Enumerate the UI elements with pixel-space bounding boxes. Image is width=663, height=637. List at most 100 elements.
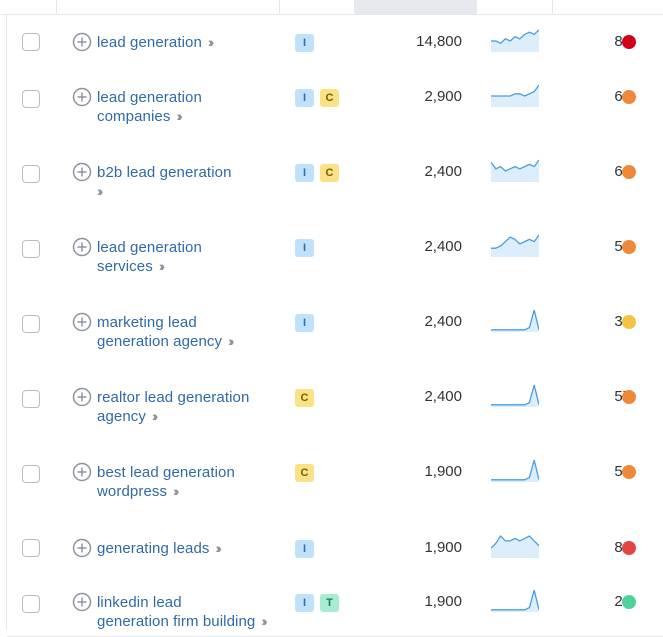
keyword-text-line: lead generation xyxy=(97,34,202,51)
add-to-list-icon[interactable] xyxy=(72,538,92,558)
trend-line xyxy=(491,459,539,481)
intent-badge: C xyxy=(320,89,339,107)
trend-area xyxy=(491,235,539,257)
keyword-text-line: lead generation xyxy=(97,239,202,256)
intent-badge: C xyxy=(295,389,314,407)
intent-badge: C xyxy=(320,164,339,182)
keyword-overview-chevron-icon[interactable]: ›› xyxy=(158,258,166,274)
keyword-overview-chevron-icon[interactable]: ›› xyxy=(207,34,215,50)
row-checkbox[interactable] xyxy=(22,90,40,108)
add-to-list-icon[interactable] xyxy=(72,592,92,612)
keyword-overview-chevron-icon[interactable]: ›› xyxy=(151,408,159,424)
add-to-list-icon[interactable] xyxy=(72,237,92,257)
difficulty-indicator-dot xyxy=(622,541,636,555)
trend-area xyxy=(491,160,539,182)
keyword-link[interactable]: lead generation companies ›› xyxy=(97,88,202,126)
keyword-overview-chevron-icon[interactable]: ›› xyxy=(173,483,180,499)
search-volume: 1,900 xyxy=(424,539,462,556)
keyword-overview-chevron-icon[interactable]: ›› xyxy=(215,540,223,556)
row-checkbox[interactable] xyxy=(22,390,40,408)
search-volume: 2,400 xyxy=(424,388,462,405)
trend-line xyxy=(491,159,539,172)
row-checkbox[interactable] xyxy=(22,595,40,613)
trend-sparkline xyxy=(491,589,539,612)
table-row: lead generation››I14,80089 xyxy=(7,15,663,72)
difficulty-indicator-dot xyxy=(622,390,636,404)
search-volume: 14,800 xyxy=(416,33,462,50)
intent-badge: I xyxy=(295,540,314,558)
header-cell-select xyxy=(0,0,57,14)
add-to-list-icon[interactable] xyxy=(72,462,92,482)
keyword-text-line: b2b lead generation xyxy=(97,164,232,181)
row-checkbox[interactable] xyxy=(22,240,40,258)
keyword-link[interactable]: lead generation services ›› xyxy=(97,238,202,276)
keyword-text-line: services xyxy=(97,258,153,275)
keyword-overview-chevron-icon[interactable]: ›› xyxy=(97,183,104,199)
keyword-text-line: linkedin lead xyxy=(97,594,182,611)
keyword-link[interactable]: lead generation ›› xyxy=(97,33,215,52)
trend-line xyxy=(491,384,539,406)
trend-line xyxy=(491,84,539,97)
difficulty-indicator-dot xyxy=(622,240,636,254)
add-to-list-icon[interactable] xyxy=(72,312,92,332)
header-cell-trend xyxy=(477,0,553,14)
intent-badge: C xyxy=(295,464,314,482)
intent-badge: I xyxy=(295,314,314,332)
table-row: linkedin lead generation firm building ›› I… xyxy=(7,576,663,637)
search-volume: 1,900 xyxy=(424,593,462,610)
keyword-link[interactable]: linkedin lead generation firm building ›› xyxy=(97,593,268,631)
keyword-overview-chevron-icon[interactable]: ›› xyxy=(261,613,268,629)
trend-area xyxy=(491,85,539,107)
keyword-text-line: marketing lead xyxy=(97,314,197,331)
trend-sparkline xyxy=(491,459,539,482)
difficulty-indicator-dot xyxy=(622,35,636,49)
keyword-text-line: companies xyxy=(97,108,171,125)
row-checkbox[interactable] xyxy=(22,465,40,483)
keyword-text-line: best lead generation xyxy=(97,464,235,481)
keyword-overview-chevron-icon[interactable]: ›› xyxy=(176,108,183,124)
search-volume: 2,400 xyxy=(424,163,462,180)
trend-sparkline xyxy=(491,534,539,558)
search-volume: 1,900 xyxy=(424,463,462,480)
keyword-link[interactable]: marketing lead generation agency ›› xyxy=(97,313,235,351)
intent-badge: I xyxy=(295,239,314,257)
intent-badge: I xyxy=(295,164,314,182)
keyword-overview-chevron-icon[interactable]: ›› xyxy=(228,333,235,349)
keyword-text-line: generation agency xyxy=(97,333,223,350)
intent-badge: I xyxy=(295,89,314,107)
add-to-list-icon[interactable] xyxy=(72,387,92,407)
trend-line xyxy=(491,534,539,549)
table-row: generating leads››I1,90082 xyxy=(7,521,663,577)
trend-line xyxy=(491,309,539,331)
keyword-text-line: generating leads xyxy=(97,540,210,557)
trend-area xyxy=(491,30,539,52)
keyword-link[interactable]: best lead generation wordpress ›› xyxy=(97,463,235,501)
trend-sparkline xyxy=(491,234,539,257)
add-to-list-icon[interactable] xyxy=(72,87,92,107)
search-volume: 2,400 xyxy=(424,313,462,330)
row-checkbox[interactable] xyxy=(22,539,40,557)
keyword-link[interactable]: b2b lead generation ›› xyxy=(97,163,232,201)
search-volume: 2,900 xyxy=(424,88,462,105)
add-to-list-icon[interactable] xyxy=(72,162,92,182)
row-checkbox[interactable] xyxy=(22,33,40,51)
add-to-list-icon[interactable] xyxy=(72,32,92,52)
trend-line xyxy=(491,29,539,44)
difficulty-indicator-dot xyxy=(622,595,636,609)
difficulty-indicator-dot xyxy=(622,165,636,179)
keyword-text-line: generation firm building xyxy=(97,613,256,630)
keyword-link[interactable]: generating leads ›› xyxy=(97,539,223,558)
header-cell-volume-sorted[interactable] xyxy=(354,0,477,14)
keyword-link[interactable]: realtor lead generation agency ›› xyxy=(97,388,249,426)
row-checkbox[interactable] xyxy=(22,315,40,333)
intent-badge: I xyxy=(295,34,314,52)
row-checkbox[interactable] xyxy=(22,165,40,183)
difficulty-indicator-dot xyxy=(622,90,636,104)
table-left-border xyxy=(6,0,7,630)
trend-line xyxy=(491,234,539,249)
